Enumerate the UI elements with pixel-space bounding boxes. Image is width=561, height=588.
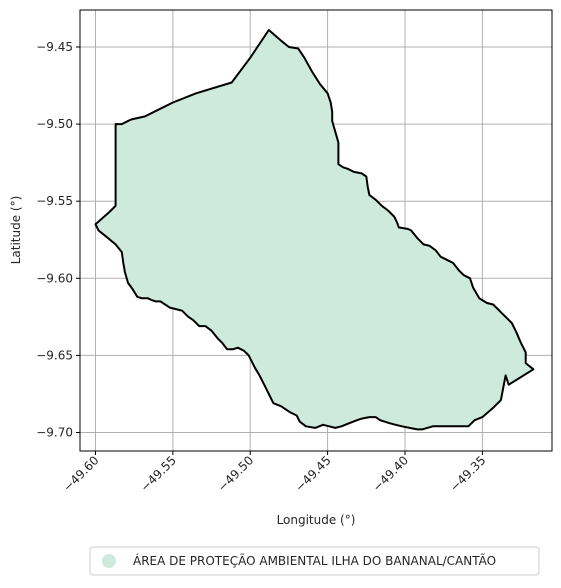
x-tick-label: −49.35 xyxy=(447,453,488,494)
plot-frame xyxy=(79,9,553,452)
x-tick-label: −49.60 xyxy=(60,453,101,494)
legend: ÁREA DE PROTEÇÃO AMBIENTAL ILHA DO BANAN… xyxy=(89,546,540,576)
y-axis-ticks: −9.45 −9.50 −9.55 −9.60 −9.65 −9.70 xyxy=(36,40,80,440)
x-tick-label: −49.45 xyxy=(292,453,333,494)
protected-area-region xyxy=(94,29,535,431)
x-tick-label: −49.55 xyxy=(138,453,179,494)
x-axis-label: Longitude (°) xyxy=(277,513,356,527)
protected-area-polygon xyxy=(94,29,535,431)
x-tick-label: −49.40 xyxy=(370,453,411,494)
y-tick-label: −9.70 xyxy=(36,426,73,440)
y-tick-label: −9.45 xyxy=(36,40,73,54)
y-tick-label: −9.55 xyxy=(36,194,73,208)
y-axis-label: Latitude (°) xyxy=(9,196,23,265)
x-tick-label: −49.50 xyxy=(215,453,256,494)
legend-marker xyxy=(102,554,116,568)
legend-box xyxy=(89,546,540,576)
legend-label: ÁREA DE PROTEÇÃO AMBIENTAL ILHA DO BANAN… xyxy=(133,553,496,568)
y-tick-label: −9.65 xyxy=(36,348,73,362)
y-tick-label: −9.60 xyxy=(36,271,73,285)
x-axis-ticks: −49.60 −49.55 −49.50 −49.45 −49.40 −49.35 xyxy=(60,451,489,495)
y-tick-label: −9.50 xyxy=(36,117,73,131)
